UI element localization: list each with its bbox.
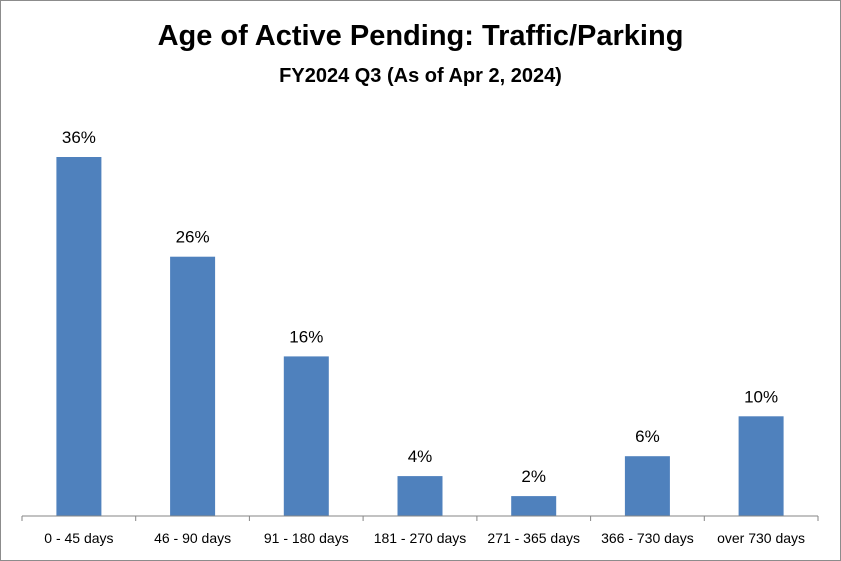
category-label-1: 0 - 45 days [44, 530, 113, 546]
chart-title: Age of Active Pending: Traffic/Parking [157, 20, 684, 52]
bar-2 [170, 256, 216, 516]
category-label-4: 181 - 270 days [374, 530, 467, 546]
category-label-5: 271 - 365 days [487, 530, 580, 546]
data-label-7: 10% [744, 387, 778, 406]
data-label-4: 4% [408, 447, 433, 466]
chart-subtitle: FY2024 Q3 (As of Apr 2, 2024) [279, 65, 562, 87]
data-label-1: 36% [62, 128, 96, 147]
bar-5 [511, 496, 557, 516]
data-label-2: 26% [176, 228, 210, 247]
bar-7 [738, 416, 784, 516]
category-label-6: 366 - 730 days [601, 530, 694, 546]
bar-6 [624, 456, 670, 516]
data-label-6: 6% [635, 427, 660, 446]
bar-4 [397, 476, 443, 516]
data-label-3: 16% [289, 327, 323, 346]
bar-1 [56, 157, 102, 516]
category-label-7: over 730 days [717, 530, 805, 546]
bar-3 [283, 356, 329, 516]
category-label-2: 46 - 90 days [154, 530, 231, 546]
category-label-3: 91 - 180 days [264, 530, 349, 546]
data-label-5: 2% [521, 467, 546, 486]
